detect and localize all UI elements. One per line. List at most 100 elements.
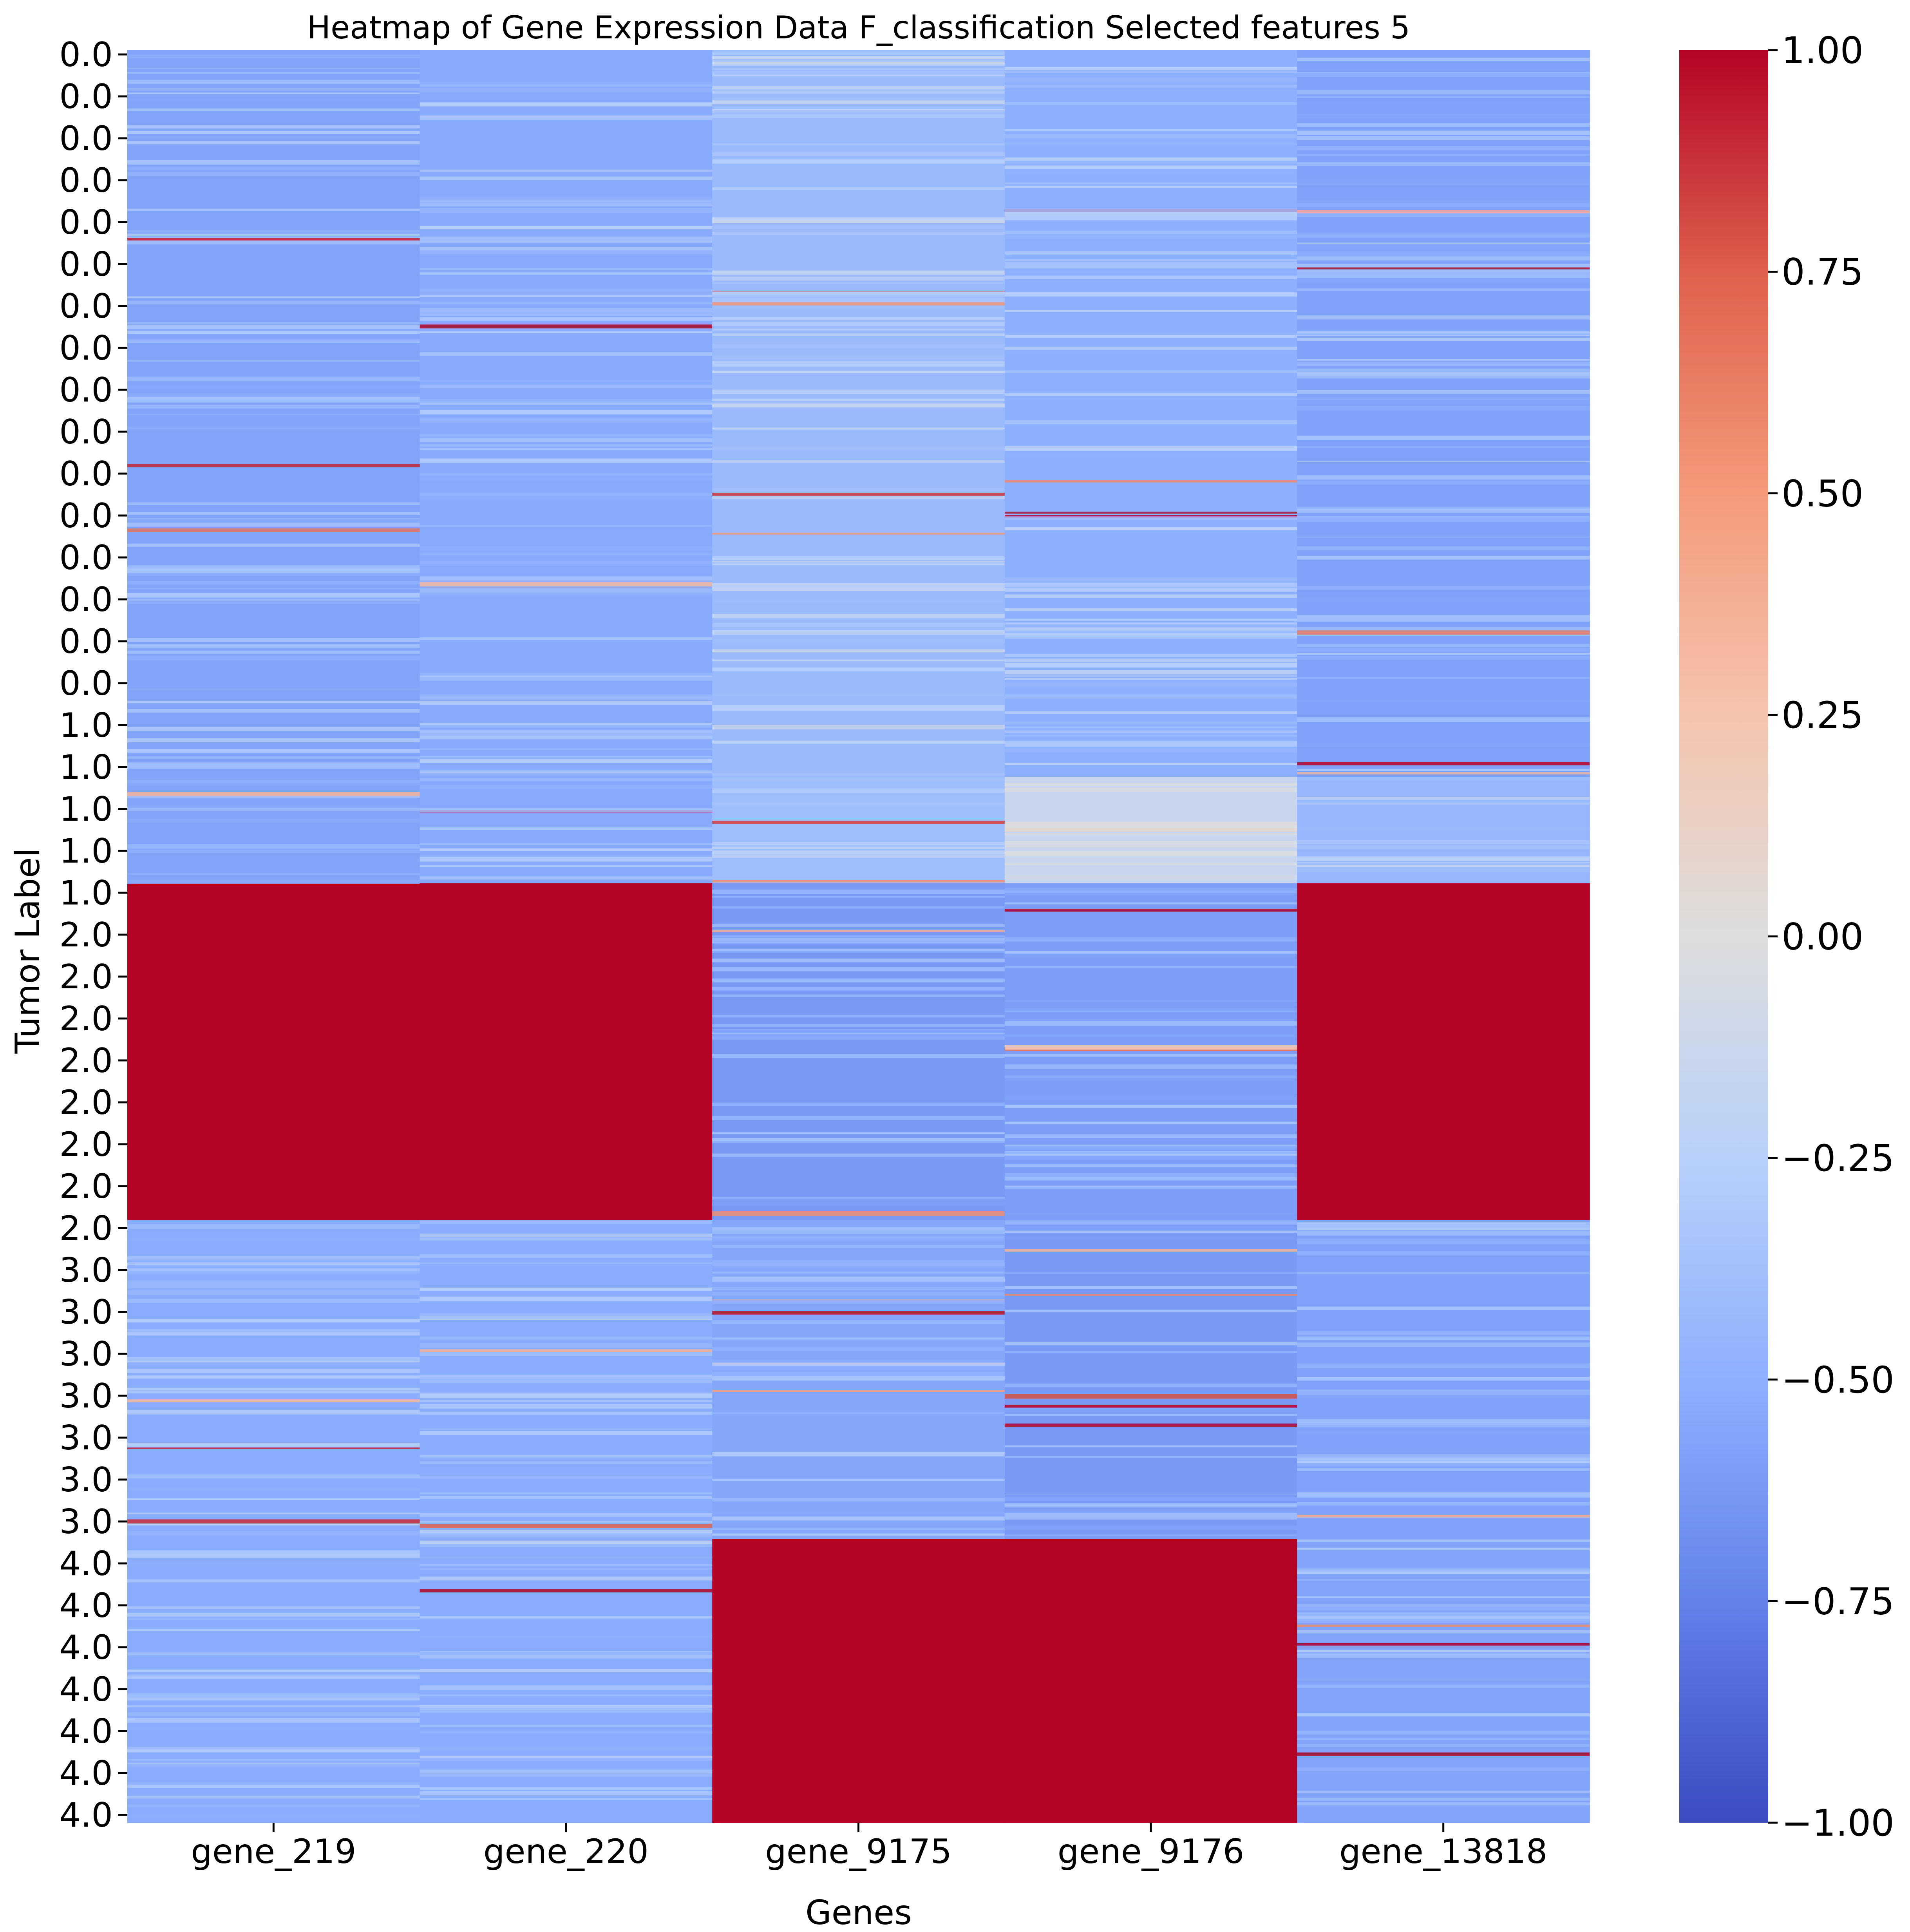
heatmap-row-stripe (420, 169, 713, 172)
heatmap-row-stripe (1004, 1383, 1297, 1387)
y-tick-label: 4.0 (59, 1670, 113, 1709)
heatmap-row-stripe (1297, 1798, 1590, 1801)
heatmap-row-stripe (1004, 398, 1297, 401)
heatmap-row-stripe (1004, 833, 1297, 835)
heatmap-row-stripe (127, 463, 420, 467)
colorbar-tick-label: 1.00 (1782, 29, 1863, 72)
heatmap-row-stripe (1297, 856, 1590, 861)
heatmap-row-stripe (127, 131, 420, 134)
heatmap-row-stripe (712, 950, 1005, 953)
heatmap-row-stripe (712, 1527, 1005, 1530)
heatmap-row-stripe (1297, 374, 1590, 379)
heatmap-cell (712, 50, 1005, 778)
y-tick-label: 2.0 (59, 1041, 113, 1080)
heatmap-row-stripe (1004, 333, 1297, 335)
heatmap-row-stripe (127, 1442, 420, 1447)
heatmap-row-stripe (420, 272, 713, 275)
heatmap-row-stripe (1004, 1394, 1297, 1399)
heatmap-row-stripe (1004, 1294, 1297, 1296)
heatmap-row-stripe (127, 808, 420, 811)
heatmap-row-stripe (1004, 134, 1297, 138)
heatmap-row-stripe (1004, 632, 1297, 637)
heatmap-row-stripe (712, 558, 1005, 560)
heatmap-row-stripe (127, 331, 420, 334)
heatmap-row-stripe (127, 512, 420, 515)
heatmap-row-stripe (712, 959, 1005, 962)
heatmap-row-stripe (420, 226, 713, 230)
y-tick-label: 0.0 (59, 496, 113, 535)
heatmap-row-stripe (1297, 1650, 1590, 1653)
heatmap-row-stripe (712, 1201, 1005, 1205)
heatmap-row-stripe (1004, 825, 1297, 829)
y-tick-label: 2.0 (59, 1125, 113, 1164)
heatmap-row-stripe (712, 1272, 1005, 1274)
heatmap-row-stripe (1297, 203, 1590, 207)
heatmap-row-stripe (712, 649, 1005, 653)
heatmap-row-stripe (127, 413, 420, 416)
y-tick-label: 4.0 (59, 1586, 113, 1625)
heatmap-row-stripe (1297, 1251, 1590, 1256)
heatmap-row-stripe (712, 143, 1005, 146)
y-tick-label: 0.0 (59, 161, 113, 200)
heatmap-row-stripe (1297, 1231, 1590, 1236)
heatmap-row-stripe (420, 770, 713, 773)
heatmap-row-stripe (1004, 663, 1297, 668)
x-axis-ticks: gene_219 gene_220 gene_9175 gene_9176 gene_1… (191, 1823, 1547, 1871)
y-axis-ticks: 0.00.00.00.00.00.00.00.00.00.00.00.00.00… (59, 35, 127, 1835)
heatmap-row-stripe (1297, 657, 1590, 660)
heatmap-row-stripe (712, 361, 1005, 364)
heatmap-row-stripe (127, 565, 420, 568)
heatmap-row-stripe (1004, 653, 1297, 657)
y-tick-label: 3.0 (59, 1418, 113, 1458)
heatmap-row-stripe (1004, 453, 1297, 458)
heatmap-row-stripe (1297, 1653, 1590, 1657)
heatmap-row-stripe (420, 1523, 713, 1528)
heatmap-row-stripe (712, 490, 1005, 493)
heatmap-row-stripe (1297, 1571, 1590, 1574)
heatmap-row-stripe (1004, 1010, 1297, 1013)
heatmap-row-stripe (1004, 1134, 1297, 1138)
heatmap-cell (127, 1220, 420, 1539)
heatmap-row-stripe (127, 688, 420, 691)
heatmap-row-stripe (1297, 868, 1590, 872)
heatmap-row-stripe (1297, 762, 1590, 765)
heatmap-row-stripe (1297, 1457, 1590, 1460)
heatmap-row-stripe (127, 1519, 420, 1524)
heatmap-row-stripe (1297, 555, 1590, 558)
heatmap-row-stripe (127, 572, 420, 574)
heatmap-row-stripe (420, 1254, 713, 1258)
heatmap-row-stripe (420, 1431, 713, 1436)
heatmap-row-stripe (420, 1710, 713, 1713)
heatmap-row-stripe (1297, 1607, 1590, 1612)
heatmap-row-stripe (712, 306, 1005, 309)
heatmap-row-stripe (1004, 937, 1297, 942)
heatmap-row-stripe (1004, 863, 1297, 865)
heatmap-row-stripe (127, 1369, 420, 1373)
y-tick-label: 1.0 (59, 832, 113, 871)
heatmap-row-stripe (1297, 677, 1590, 679)
heatmap-row-stripe (420, 546, 713, 550)
heatmap-row-stripe (127, 1262, 420, 1266)
heatmap-row-stripe (712, 740, 1005, 744)
y-tick-label: 0.0 (59, 622, 113, 661)
y-tick-label: 4.0 (59, 1628, 113, 1667)
heatmap-row-stripe (420, 1770, 713, 1774)
heatmap-row-stripe (712, 659, 1005, 662)
heatmap-row-stripe (1297, 253, 1590, 257)
chart-title: Heatmap of Gene Expression Data F_classi… (307, 9, 1410, 46)
heatmap-row-stripe (1297, 397, 1590, 400)
heatmap-row-stripe (712, 1054, 1005, 1058)
heatmap-row-stripe (1004, 1185, 1297, 1188)
heatmap-row-stripe (712, 1479, 1005, 1481)
heatmap-row-stripe (127, 1523, 420, 1526)
heatmap-row-stripe (420, 576, 713, 581)
heatmap-row-stripe (1004, 1423, 1297, 1427)
heatmap-row-stripe (1004, 1490, 1297, 1494)
heatmap-cell (1004, 883, 1298, 1221)
heatmap-row-stripe (1297, 1678, 1590, 1681)
heatmap-row-stripe (712, 587, 1005, 591)
heatmap-row-stripe (420, 82, 713, 87)
heatmap-row-stripe (712, 1516, 1005, 1521)
heatmap-row-stripe (420, 1513, 713, 1517)
